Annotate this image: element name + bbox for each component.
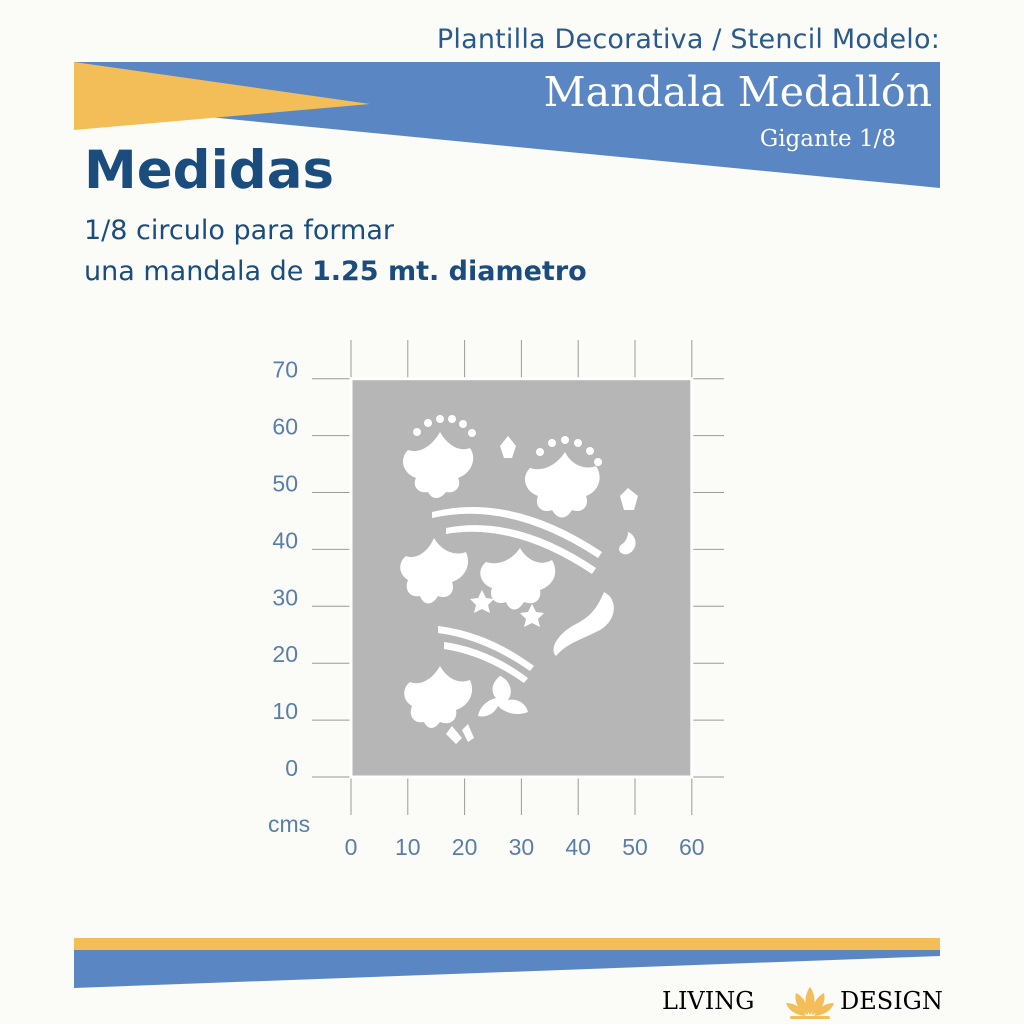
- description-line-2: una mandala de 1.25 mt. diametro: [84, 256, 587, 287]
- dash-arc-outer: [432, 507, 602, 558]
- brand-text-left: LIVING: [662, 987, 754, 1015]
- footer-gold-stripe: [74, 938, 940, 950]
- page-title: Medidas: [84, 140, 335, 201]
- unit-label: cms: [268, 811, 310, 837]
- fleur-motif-bottom-right: [478, 676, 528, 717]
- fleur-motif-bottom: [404, 666, 473, 728]
- header-banner: [74, 62, 940, 188]
- x-tick-label: 0: [345, 834, 358, 860]
- swirl-bottom: [446, 724, 474, 744]
- y-axis-labels: 0 10 20 30 40 50 60 70: [272, 357, 298, 781]
- scroll-right: [553, 592, 614, 656]
- x-tick-label: 10: [395, 834, 421, 860]
- y-tick-label: 40: [272, 527, 298, 553]
- dot-arch-right: [536, 436, 602, 466]
- y-tick-label: 50: [272, 471, 298, 497]
- y-tick-label: 60: [272, 414, 298, 440]
- brand-text-right: DESIGNS: [840, 987, 942, 1015]
- x-tick-label: 40: [565, 834, 591, 860]
- tulip-right: [620, 488, 638, 510]
- star-left: [470, 590, 494, 613]
- brand-logo: LIVING DESIGNS: [662, 987, 942, 1019]
- fleur-motif-top-right: [524, 452, 600, 518]
- y-tick-label: 30: [272, 584, 298, 610]
- y-tick-label: 10: [272, 698, 298, 724]
- tulip-top-center: [500, 436, 516, 458]
- fleur-motif-center: [480, 548, 556, 610]
- banner-gold-shape: [74, 62, 370, 130]
- x-axis-labels: 0 10 20 30 40 50 60: [345, 834, 705, 860]
- description-line-1: 1/8 circulo para formar: [84, 215, 394, 246]
- measurement-chart: 0 10 20 30 40 50 60 70 0 10 20 30 40 50 60 cms: [268, 340, 724, 860]
- fleur-motif-left: [400, 538, 469, 604]
- dash-arc-lower-2: [444, 642, 528, 683]
- lotus-icon: [786, 987, 834, 1019]
- dash-arc-lower: [438, 626, 534, 671]
- description-line-2-prefix: una mandala de: [84, 256, 312, 287]
- model-name: Mandala Medallón: [543, 68, 932, 116]
- stencil-pattern: [400, 415, 638, 744]
- header-subtitle: Plantilla Decorativa / Stencil Modelo:: [436, 24, 940, 55]
- model-size: Gigante 1/8: [759, 126, 896, 152]
- dot-arch-left: [413, 415, 476, 437]
- footer-band: [74, 938, 940, 988]
- y-tick-label: 70: [272, 357, 298, 383]
- x-tick-label: 30: [509, 834, 535, 860]
- fleur-motif-top-left: [402, 432, 474, 498]
- y-tick-label: 20: [272, 641, 298, 667]
- x-tick-label: 20: [452, 834, 478, 860]
- swirl-right: [619, 532, 636, 555]
- footer-blue-stripe: [74, 950, 940, 988]
- description-line-2-bold: 1.25 mt. diametro: [311, 256, 587, 287]
- x-tick-label: 50: [622, 834, 648, 860]
- star-right: [520, 604, 544, 627]
- x-tick-label: 60: [679, 834, 705, 860]
- y-tick-label: 0: [285, 755, 298, 781]
- dash-arc-middle: [446, 525, 596, 574]
